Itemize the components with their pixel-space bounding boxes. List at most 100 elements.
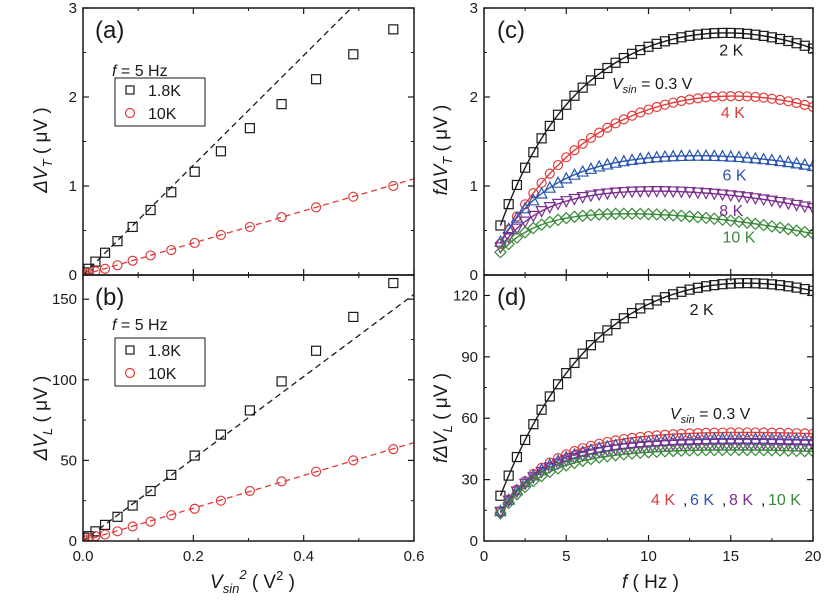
data-point xyxy=(699,188,713,200)
fit-line xyxy=(83,293,414,541)
series-label: 6 K xyxy=(723,167,747,184)
data-point xyxy=(625,186,639,199)
data-point xyxy=(699,438,713,451)
data-point xyxy=(577,82,588,93)
data-point xyxy=(617,443,631,456)
data-point xyxy=(750,91,761,103)
data-point xyxy=(561,99,572,110)
data-point xyxy=(635,44,646,56)
x-tick-label: 0.2 xyxy=(183,548,204,565)
data-point xyxy=(757,438,770,451)
data-point xyxy=(642,441,655,454)
data-point xyxy=(807,43,813,54)
data-point xyxy=(659,292,671,303)
data-point xyxy=(724,214,738,227)
plot-area xyxy=(83,8,414,275)
data-point xyxy=(189,166,200,177)
data-point xyxy=(659,429,671,440)
data-point xyxy=(510,487,524,501)
data-point xyxy=(551,453,565,466)
data-point xyxy=(609,444,622,457)
data-point xyxy=(568,452,581,465)
panel-d-vsin: Vsin = 0.3 V xyxy=(670,406,751,426)
data-point xyxy=(742,28,753,39)
data-point xyxy=(658,186,672,199)
data-point xyxy=(806,203,813,215)
data-point xyxy=(781,222,795,236)
data-point xyxy=(594,68,605,79)
data-point xyxy=(276,99,287,110)
data-point xyxy=(127,255,138,266)
data-point xyxy=(559,196,573,208)
legend-a-1.8K: 1.8K xyxy=(148,83,181,100)
data-point xyxy=(758,30,769,41)
series-label: 4 K xyxy=(721,105,745,122)
data-point xyxy=(577,348,588,359)
data-point xyxy=(310,345,322,356)
data-point xyxy=(791,38,802,49)
data-point xyxy=(709,427,720,438)
data-point xyxy=(642,151,655,164)
data-point xyxy=(626,48,638,59)
data-point xyxy=(518,216,532,229)
series-8K xyxy=(494,186,813,255)
data-point xyxy=(543,458,557,470)
data-point xyxy=(806,445,813,458)
panel-c-vsin: Vsin = 0.3 V xyxy=(612,76,693,96)
data-point xyxy=(643,430,654,442)
y-tick-label: 2 xyxy=(69,89,77,106)
data-point xyxy=(733,28,745,39)
panel-a-frequency: f = 5 Hz xyxy=(112,63,168,80)
data-point xyxy=(535,469,548,483)
y-tick-label: 0 xyxy=(69,267,77,284)
data-point xyxy=(766,32,777,43)
data-point xyxy=(602,122,613,133)
data-point xyxy=(749,438,762,451)
data-point xyxy=(601,157,614,170)
data-point xyxy=(773,444,787,457)
series-label: 8 K xyxy=(719,203,743,220)
x-tick-label: 0.0 xyxy=(73,548,94,565)
data-point xyxy=(716,213,729,227)
panel-b-frequency: f = 5 Hz xyxy=(112,317,168,334)
data-point xyxy=(388,24,399,35)
panel-d-label: (d) xyxy=(497,284,526,311)
data-point xyxy=(602,325,613,336)
data-point xyxy=(699,211,713,225)
series-label: 2 K xyxy=(719,43,743,60)
legend-b-square-icon xyxy=(125,345,135,355)
data-point xyxy=(510,223,524,236)
data-point xyxy=(732,191,746,204)
data-point xyxy=(543,202,557,214)
data-point xyxy=(684,284,695,295)
data-point xyxy=(189,503,200,514)
data-point xyxy=(633,207,647,221)
data-point xyxy=(675,209,688,223)
data-point xyxy=(766,427,777,438)
data-point xyxy=(732,443,746,457)
data-point xyxy=(585,75,597,86)
axes-frame xyxy=(82,7,415,276)
data-point xyxy=(676,428,687,439)
data-point xyxy=(666,149,680,162)
data-point xyxy=(584,190,598,203)
data-point xyxy=(99,263,111,274)
data-point xyxy=(568,193,581,206)
data-point xyxy=(782,155,795,168)
data-point xyxy=(617,154,631,167)
data-point xyxy=(691,148,705,161)
x-axis-label-right: f ( Hz ) xyxy=(622,572,679,593)
data-point xyxy=(716,438,729,451)
data-point xyxy=(732,150,746,163)
data-point xyxy=(806,227,813,241)
fit-line xyxy=(83,442,414,541)
data-point xyxy=(90,526,101,537)
data-point xyxy=(766,93,777,104)
data-point xyxy=(658,208,672,222)
x-tick-label: 0 xyxy=(480,548,488,565)
data-point xyxy=(189,237,200,249)
data-point xyxy=(675,439,688,452)
data-point xyxy=(799,284,810,295)
data-point xyxy=(692,29,703,40)
panel-d-temperature-labels: 4 K , 6 K , 8 K , 10 K xyxy=(651,492,801,509)
